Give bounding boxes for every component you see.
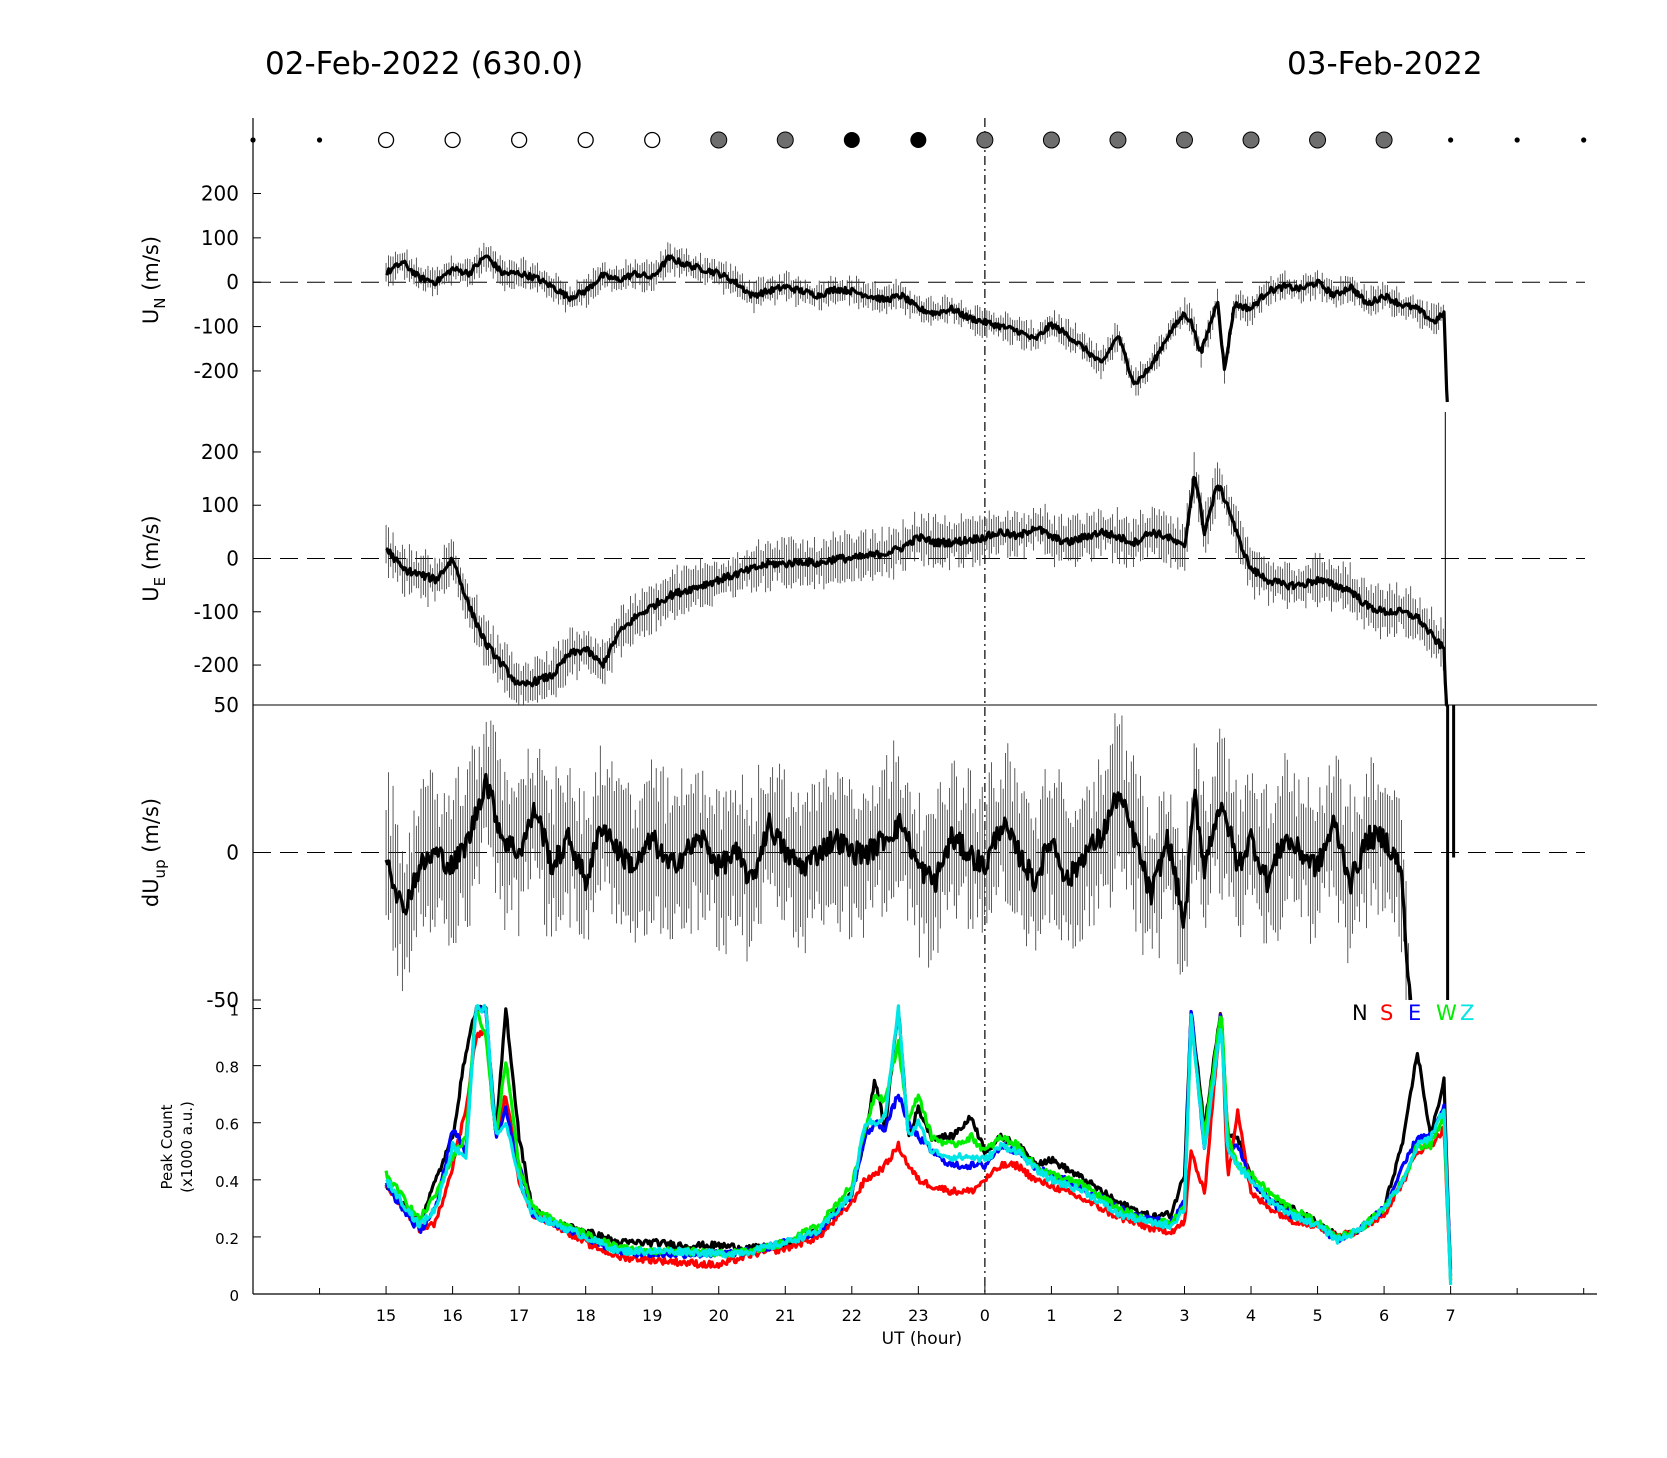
panel-ue: -200 -100 0 100 200 UE (m/s): [139, 412, 1585, 707]
y-axis-label: UE (m/s): [139, 515, 169, 601]
moon-marker-gray: [1242, 131, 1260, 149]
x-axis: 15 16 17 18 19 20 21 22 23 0 1 2 3 4 5 6 7UT (hour): [252, 1286, 1585, 1349]
moon-marker-dot: [1514, 137, 1520, 143]
moon-marker-gray: [710, 131, 728, 149]
x-tick-label: 5: [1312, 1306, 1322, 1325]
x-tick-label: 2: [1113, 1306, 1123, 1325]
legend-entry-W: W: [1436, 1001, 1457, 1025]
moon-marker-gray: [1375, 131, 1393, 149]
moon-marker-filled: [910, 132, 927, 148]
y-tick-label: 0.4: [215, 1173, 239, 1191]
moon-marker-open: [377, 131, 395, 149]
x-tick-label: 1: [1046, 1306, 1056, 1325]
y-tick-label: 100: [201, 493, 239, 517]
y-tick-label: 0: [229, 1287, 239, 1305]
x-tick-label: 7: [1446, 1306, 1456, 1325]
legend-entry-N: N: [1352, 1001, 1368, 1025]
moon-marker-open: [444, 131, 461, 149]
x-tick-label: 0: [980, 1306, 990, 1325]
x-tick-label: 6: [1379, 1306, 1389, 1325]
y-tick-label: 0.8: [215, 1059, 239, 1077]
moon-marker-open: [510, 131, 528, 149]
y-tick-label: -200: [194, 359, 239, 383]
panel-un: -200 -100 0 100 200 UN (m/s): [139, 181, 1585, 403]
moon-marker-gray: [976, 131, 994, 149]
y-tick-label: 0.2: [215, 1230, 239, 1248]
moon-marker-open: [644, 131, 661, 149]
moon-marker-gray: [776, 131, 794, 149]
series-line-N: [384, 1004, 1453, 1277]
series-line-S: [384, 1012, 1453, 1281]
moon-marker-open: [577, 131, 594, 149]
y-tick-label: -50: [206, 988, 239, 1012]
moon-phase-markers: [250, 131, 1587, 149]
x-tick-label: 22: [842, 1306, 862, 1325]
date-left-title: 02-Feb-2022 (630.0): [265, 46, 584, 82]
x-tick-label: 3: [1179, 1306, 1189, 1325]
y-tick-label: 0: [226, 270, 239, 294]
y-tick-label: -200: [194, 653, 239, 677]
x-tick-label: 18: [575, 1306, 595, 1325]
moon-marker-gray: [1309, 131, 1327, 149]
date-right-title: 03-Feb-2022: [1287, 46, 1483, 82]
moon-marker-dot: [1581, 137, 1587, 143]
y-axis-label: Peak Count: [158, 1104, 176, 1189]
panel-peak: 0 0.2 0.4 0.6 0.8 1 Peak Count (x1000 a.u.) N S E W…: [158, 1001, 1585, 1305]
x-tick-label: 20: [709, 1306, 729, 1325]
series-line-Z: [385, 1003, 1453, 1285]
x-tick-label: 15: [376, 1306, 396, 1325]
error-bars: [385, 242, 1447, 396]
moon-marker-dot: [1448, 137, 1454, 143]
x-tick-label: 4: [1246, 1306, 1256, 1325]
y-tick-label: 0.6: [215, 1116, 239, 1134]
y-tick-label: 0: [226, 547, 239, 571]
y-tick-label: 0: [226, 841, 239, 865]
series-line-W: [384, 1010, 1453, 1281]
moon-marker-filled: [843, 132, 860, 148]
moon-marker-dot: [316, 137, 323, 143]
x-tick-label: 23: [908, 1306, 928, 1325]
y-tick-label: 200: [201, 440, 239, 464]
y-tick-label: 50: [214, 693, 239, 717]
moon-marker-gray: [1042, 131, 1060, 149]
y-axis-label: UN (m/s): [139, 236, 169, 324]
y-tick-label: 200: [201, 181, 239, 205]
x-axis-label: UT (hour): [882, 1329, 962, 1349]
legend-entry-Z: Z: [1460, 1001, 1474, 1025]
panel-dup: -50 0 50 dUup (m/s): [139, 693, 1585, 1012]
y-axis-label-unit: (x1000 a.u.): [178, 1101, 196, 1193]
series-line: [385, 254, 1449, 403]
x-tick-label: 21: [775, 1306, 795, 1325]
x-tick-label: 17: [509, 1306, 529, 1325]
moon-marker-gray: [1109, 131, 1127, 149]
series-line: [385, 475, 1449, 707]
y-tick-label: -100: [194, 315, 239, 339]
y-tick-label: 1: [229, 1002, 239, 1020]
legend-entry-E: E: [1408, 1001, 1421, 1025]
error-bars: [385, 452, 1447, 705]
y-tick-label: -100: [194, 600, 239, 624]
x-tick-label: 19: [642, 1306, 662, 1325]
moon-marker-gray: [1175, 131, 1193, 149]
y-axis-label: dUup (m/s): [139, 798, 169, 907]
moon-marker-dot: [250, 137, 256, 143]
series-line: [384, 772, 1413, 1001]
x-tick-label: 16: [442, 1306, 462, 1325]
y-tick-label: 100: [201, 226, 239, 250]
legend-entry-S: S: [1380, 1001, 1393, 1025]
series-line-E: [384, 1004, 1453, 1270]
